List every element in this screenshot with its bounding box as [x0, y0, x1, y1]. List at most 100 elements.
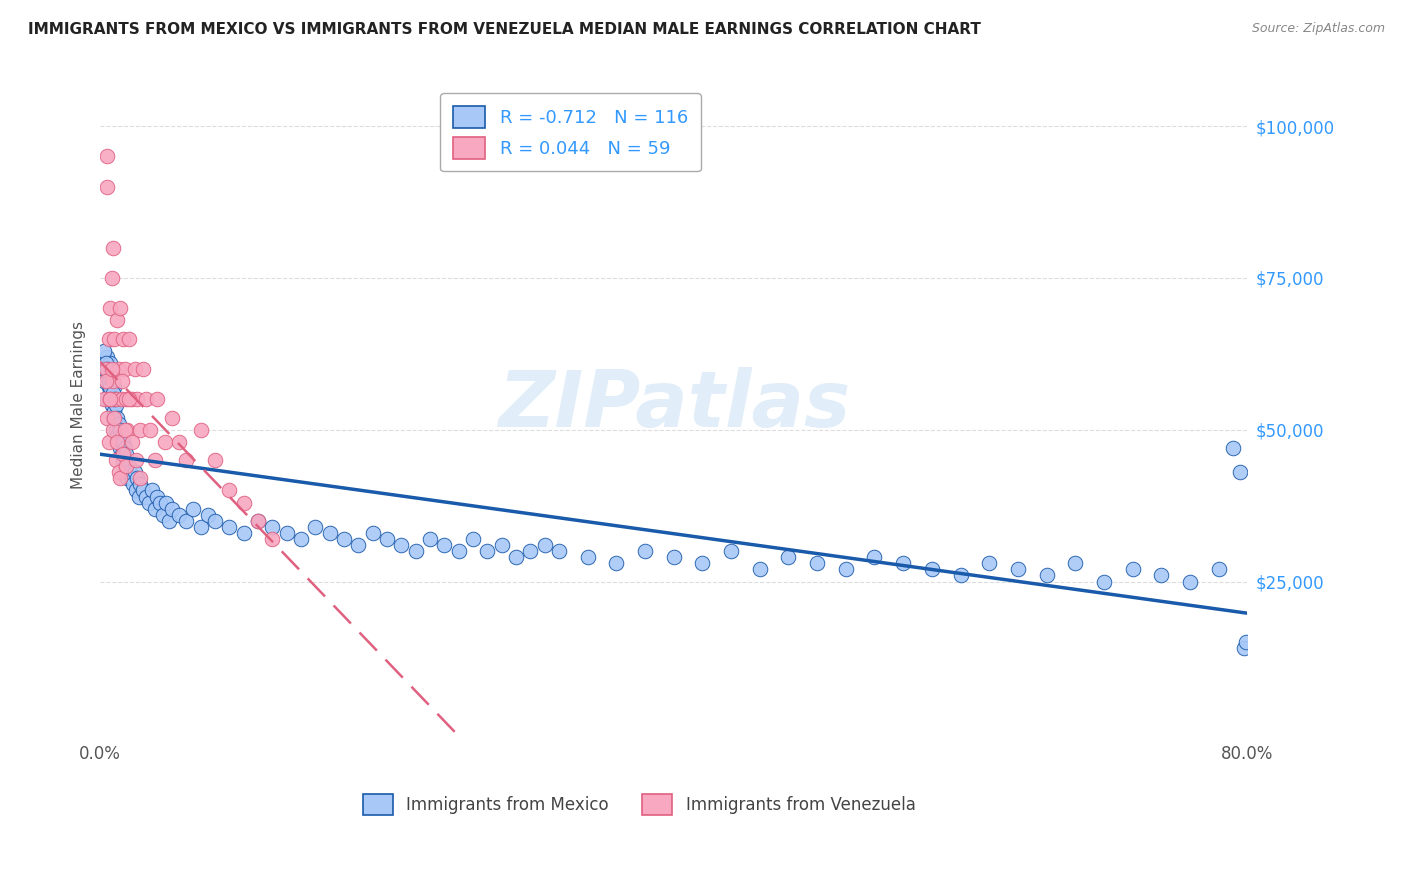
Point — [246, 514, 269, 528]
Point — [96, 392, 118, 407]
Point — [491, 538, 513, 552]
Point — [548, 544, 571, 558]
Point — [720, 544, 742, 558]
Point — [100, 368, 122, 382]
Point — [778, 550, 800, 565]
Point — [127, 471, 149, 485]
Point — [105, 434, 128, 449]
Point — [100, 374, 122, 388]
Point — [361, 525, 384, 540]
Point — [519, 544, 541, 558]
Point — [121, 434, 143, 449]
Text: ZIPatlas: ZIPatlas — [498, 368, 849, 443]
Point — [103, 380, 125, 394]
Point — [135, 392, 157, 407]
Point — [190, 520, 212, 534]
Point — [1064, 557, 1087, 571]
Point — [114, 362, 136, 376]
Point — [218, 483, 240, 498]
Point — [124, 362, 146, 376]
Point — [117, 423, 139, 437]
Point — [634, 544, 657, 558]
Point — [122, 477, 145, 491]
Point — [101, 392, 124, 407]
Point — [103, 392, 125, 407]
Point — [375, 532, 398, 546]
Point — [1150, 568, 1173, 582]
Point — [1035, 568, 1057, 582]
Point — [103, 404, 125, 418]
Point — [112, 447, 135, 461]
Point — [262, 520, 284, 534]
Point — [477, 544, 499, 558]
Point — [276, 525, 298, 540]
Y-axis label: Median Male Earnings: Median Male Earnings — [72, 321, 86, 490]
Point — [183, 501, 205, 516]
Point — [101, 386, 124, 401]
Point — [129, 423, 152, 437]
Point — [96, 350, 118, 364]
Point — [262, 532, 284, 546]
Point — [108, 471, 131, 485]
Point — [111, 447, 134, 461]
Point — [141, 483, 163, 498]
Text: Source: ZipAtlas.com: Source: ZipAtlas.com — [1251, 22, 1385, 36]
Point — [153, 434, 176, 449]
Point — [105, 410, 128, 425]
Point — [98, 356, 121, 370]
Point — [120, 465, 142, 479]
Point — [100, 399, 122, 413]
Point — [103, 332, 125, 346]
Point — [692, 557, 714, 571]
Point — [461, 532, 484, 546]
Point — [97, 368, 120, 382]
Point — [107, 417, 129, 431]
Point — [112, 434, 135, 449]
Point — [304, 520, 326, 534]
Point — [117, 471, 139, 485]
Point — [96, 149, 118, 163]
Point — [114, 459, 136, 474]
Point — [157, 514, 180, 528]
Point — [108, 423, 131, 437]
Point — [118, 459, 141, 474]
Point — [129, 471, 152, 485]
Point — [97, 332, 120, 346]
Point — [115, 447, 138, 461]
Point — [97, 374, 120, 388]
Point — [132, 362, 155, 376]
Point — [204, 453, 226, 467]
Point — [160, 501, 183, 516]
Point — [290, 532, 312, 546]
Point — [921, 562, 943, 576]
Point — [232, 525, 254, 540]
Point — [174, 453, 197, 467]
Point — [160, 410, 183, 425]
Point — [605, 557, 627, 571]
Point — [138, 495, 160, 509]
Point — [97, 434, 120, 449]
Point — [94, 356, 117, 370]
Point — [121, 392, 143, 407]
Point — [107, 362, 129, 376]
Point — [167, 434, 190, 449]
Point — [505, 550, 527, 565]
Point — [447, 544, 470, 558]
Point — [1178, 574, 1201, 589]
Point — [1233, 641, 1256, 656]
Point — [143, 453, 166, 467]
Point — [419, 532, 441, 546]
Point — [104, 453, 127, 467]
Point — [949, 568, 972, 582]
Point — [433, 538, 456, 552]
Point — [748, 562, 770, 576]
Point — [94, 362, 117, 376]
Point — [333, 532, 356, 546]
Point — [232, 495, 254, 509]
Point — [204, 514, 226, 528]
Point — [105, 313, 128, 327]
Point — [1007, 562, 1029, 576]
Point — [93, 392, 115, 407]
Point — [104, 392, 127, 407]
Point — [190, 423, 212, 437]
